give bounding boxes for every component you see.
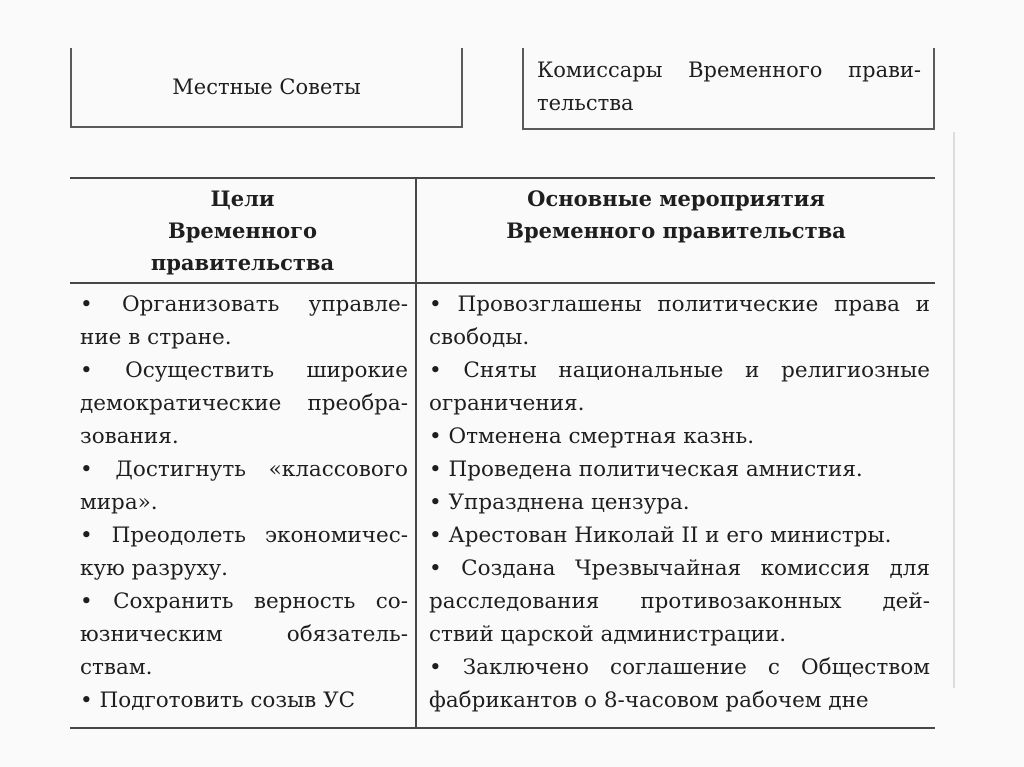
bullet-item: • Отменена смертная казнь. [429, 420, 930, 453]
bullet-item: • Проведена политическая амнистия. [429, 453, 930, 486]
text-line: • Арестован Николай II и его министры. [429, 523, 892, 548]
bullet-item: • Арестован Николай II и его министры. [429, 519, 930, 552]
text-line: ние в стране. [80, 325, 232, 350]
column-header-main-activities: Основные мероприятия Временного правитель… [415, 179, 935, 282]
box-local-soviets: Местные Советы [70, 48, 463, 128]
bullet-item: • Заключено соглашение с Обществом фабрик… [429, 651, 930, 717]
bullet-item: • Провозглашены политические права и своб… [429, 288, 930, 354]
bullet-item: • Сняты национальные и религиозные ограни… [429, 354, 930, 420]
text-line: • Подготовить созыв УС [80, 688, 356, 713]
bullet-item: • Сохранить верность со-юзническим обяза… [80, 585, 408, 684]
text-line: юзническим обязатель- [80, 622, 408, 647]
text-line: ствий царской администрации. [429, 622, 787, 647]
activities-cell: • Провозглашены политические права и своб… [415, 284, 935, 727]
bullet-item: • Осуществить широкие демократические пре… [80, 354, 408, 453]
text-line: демократические преобра- [80, 391, 408, 416]
text-line: • Отменена смертная казнь. [429, 424, 755, 449]
text-line: свободы. [429, 325, 530, 350]
text-line: ограничения. [429, 391, 585, 416]
text-line: • Упразднена цензура. [429, 490, 690, 515]
text-line: Основные мероприятия [527, 186, 825, 211]
table-body-row: • Организовать управле-ние в стране. • Ос… [70, 284, 935, 729]
text-line: • Преодолеть экономичес- [80, 523, 408, 548]
bullet-item: • Достигнуть «классового мира». [80, 453, 408, 519]
text-line: тельства [537, 91, 634, 115]
text-line: Цели [210, 186, 275, 211]
goals-activities-table: Цели Временного правительства Основные ме… [70, 177, 935, 729]
bullet-item: • Упразднена цензура. [429, 486, 930, 519]
text-line: фабрикантов о 8-часовом рабочем дне [429, 688, 869, 713]
text-line: • Создана Чрезвычайная комиссия для [429, 556, 930, 581]
text-line: расследования противозаконных дей- [429, 589, 930, 614]
text-line: • Осуществить широкие [80, 358, 408, 383]
text-line: мира». [80, 490, 158, 515]
text-line: • Заключено соглашение с Обществом [429, 655, 930, 680]
text-line: зования. [80, 424, 179, 449]
table-header-row: Цели Временного правительства Основные ме… [70, 177, 935, 284]
text-line: Комиссары Временного прави- [537, 58, 921, 82]
bullet-item: • Преодолеть экономичес-кую разруху. [80, 519, 408, 585]
bullet-item: • Подготовить созыв УС [80, 684, 408, 717]
box-commissars-provisional-government: Комиссары Временного прави-тельства [522, 48, 935, 130]
text-line: Местные Советы [172, 74, 361, 99]
text-line: • Достигнуть «классового [80, 457, 408, 482]
text-line: • Организовать управле- [80, 292, 408, 317]
text-line: Временного правительства [506, 218, 846, 243]
scan-edge-line [953, 132, 955, 688]
text-line: ствам. [80, 655, 153, 680]
bullet-item: • Организовать управле-ние в стране. [80, 288, 408, 354]
text-line: • Сняты национальные и религиозные [429, 358, 930, 383]
text-line: Временного правительства [150, 218, 335, 275]
text-line: • Проведена политическая амнистия. [429, 457, 863, 482]
bullet-item: • Создана Чрезвычайная комиссия для рассл… [429, 552, 930, 651]
goals-cell: • Организовать управле-ние в стране. • Ос… [70, 284, 415, 727]
column-header-goals: Цели Временного правительства [70, 179, 415, 282]
text-line: кую разруху. [80, 556, 228, 581]
text-line: • Сохранить верность со- [80, 589, 408, 614]
text-line: • Провозглашены политические права и [429, 292, 930, 317]
